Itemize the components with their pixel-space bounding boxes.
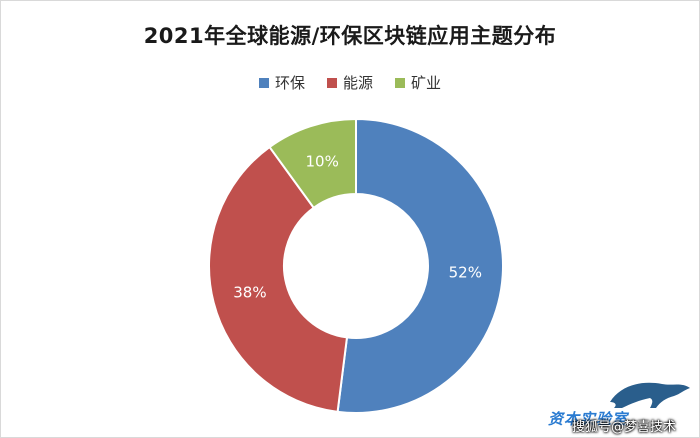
slice-label-2: 10%: [305, 152, 338, 170]
legend-label-0: 环保: [274, 74, 305, 92]
legend-item-1: 能源: [326, 72, 373, 93]
slice-label-1: 38%: [233, 284, 266, 302]
slice-0: [336, 117, 504, 414]
slice-label-0: 52%: [449, 263, 482, 281]
legend-label-1: 能源: [342, 74, 373, 92]
chart-legend: 环保 能源 矿业: [0, 72, 700, 93]
slice-1: [208, 145, 349, 413]
watermark-text: 搜狐号@梦喜技术: [572, 420, 677, 435]
legend-item-2: 矿业: [395, 72, 441, 93]
chart-title: 2021年全球能源/环保区块链应用主题分布: [143, 24, 557, 48]
legend-swatch-1: [326, 77, 337, 88]
legend-item-0: 环保: [258, 72, 305, 93]
panther-logo-icon: [610, 382, 690, 408]
watermark: 资本实验室 搜狐号@梦喜技术: [548, 372, 698, 435]
slice-2: [268, 117, 357, 210]
watermark-brand: 资本实验室: [548, 410, 629, 428]
legend-label-2: 矿业: [411, 74, 442, 92]
legend-swatch-0: [258, 77, 269, 88]
legend-swatch-2: [395, 77, 405, 88]
